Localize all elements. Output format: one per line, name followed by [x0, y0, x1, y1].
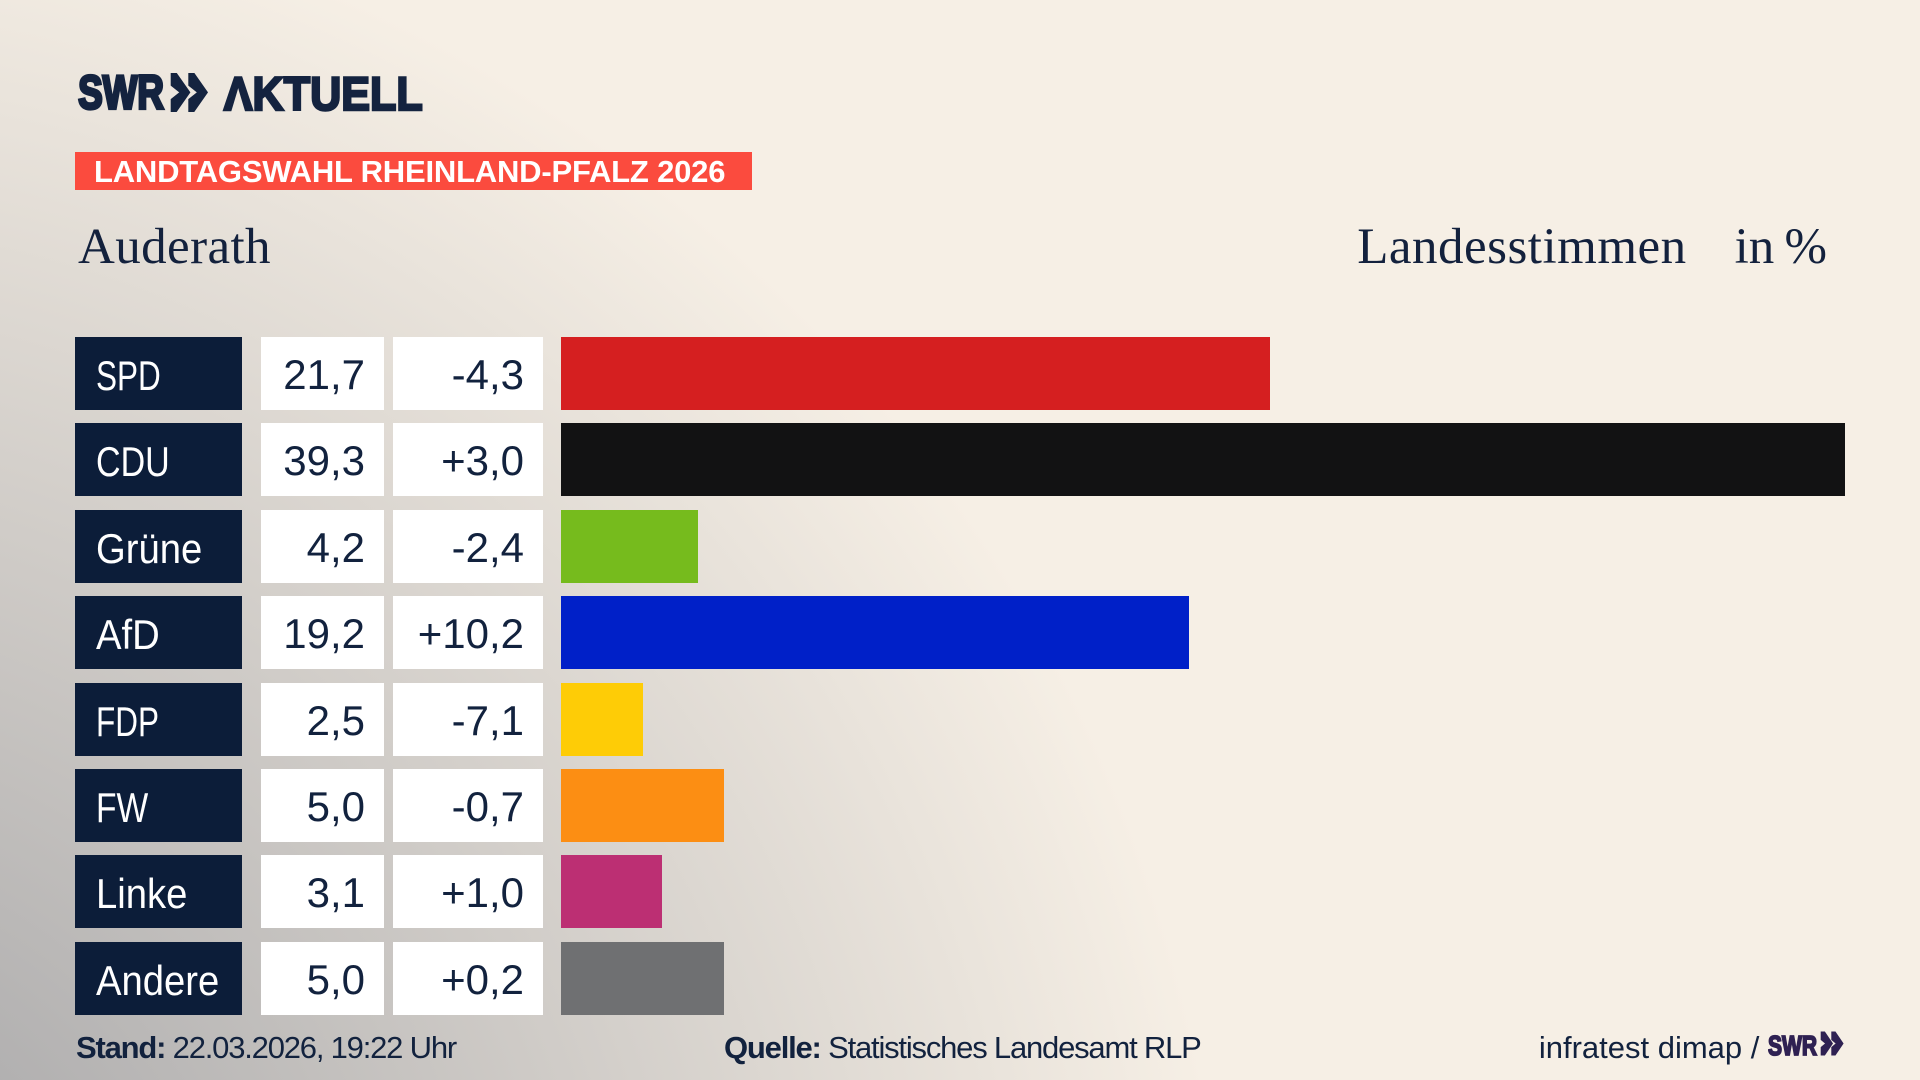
- svg-text:SWR: SWR: [1768, 1031, 1817, 1062]
- svg-text:SWR: SWR: [78, 73, 164, 115]
- svg-text:ΛKTUELL: ΛKTUELL: [224, 73, 423, 115]
